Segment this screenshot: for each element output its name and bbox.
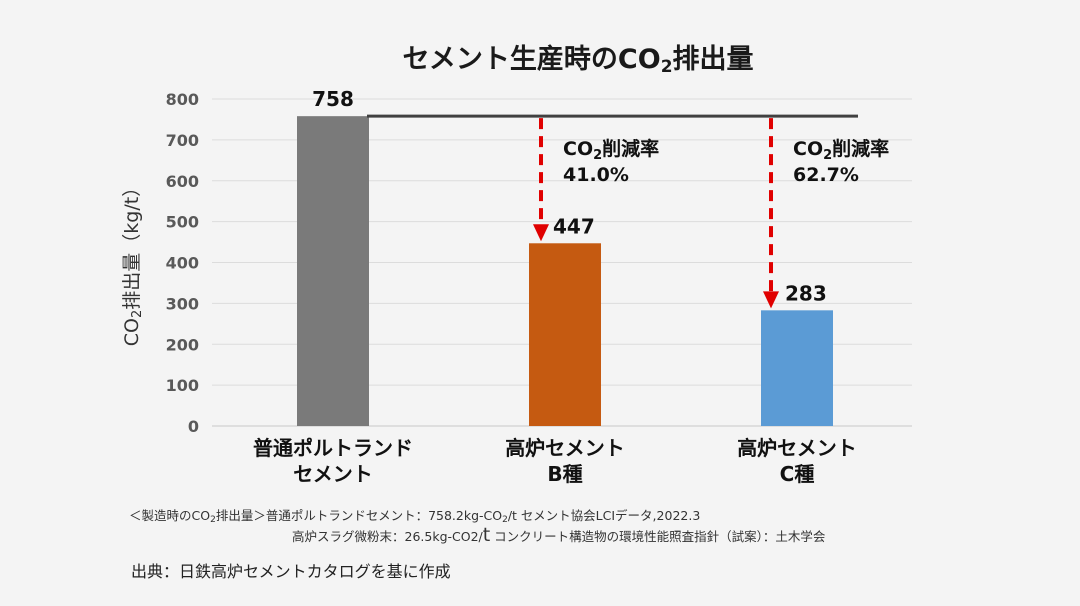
y-tick-label: 100 [166,376,199,395]
y-tick-label: 300 [166,294,199,313]
category-label: B種 [547,462,582,486]
chart-title: セメント生産時のCO2排出量 [402,43,753,77]
reduction-arrow-head [533,224,549,242]
category-label: 高炉セメント [737,436,857,460]
note-line-2: 高炉スラグ微粉末：26.5kg-CO2/t コンクリート構造物の環境性能照査指針… [292,524,826,546]
data-label-3: 283 [785,281,827,305]
bar-1 [297,116,369,426]
y-tick-label: 700 [166,131,199,150]
y-axis-label: CO2排出量（kg/t） [121,178,145,346]
reduction-label-co: CO [563,138,593,160]
reduction-label-rest: 削減率 [832,137,889,160]
category-label: 普通ポルトランド [253,436,413,460]
bars [297,116,833,426]
reduction-label-rest: 削減率 [602,137,659,160]
data-label-2: 447 [553,214,595,238]
reduction-label-sub: 2 [823,148,832,163]
category-label: C種 [780,462,815,486]
category-label: セメント [293,462,373,486]
bar-2 [529,243,601,426]
category-label: 高炉セメント [505,436,625,460]
y-tick-label: 400 [166,254,199,273]
y-tick-label: 500 [166,213,199,232]
bar-3 [761,310,833,426]
source-caption: 出典：日鉄高炉セメントカタログを基に作成 [131,562,451,581]
note-line-1: ＜製造時のCO2排出量＞普通ポルトランドセメント：758.2kg-CO2/t セ… [129,508,701,525]
reduction-label: CO2削減率 [563,137,659,163]
data-label-1: 758 [312,87,354,111]
reduction-rate: 41.0% [563,164,629,186]
y-tick-label: 600 [166,172,199,191]
reduction-label-sub: 2 [593,148,602,163]
data-labels: 758 447 283 [312,87,827,305]
y-tick-label: 0 [188,417,199,436]
reduction-label: CO2削減率 [793,137,889,163]
reduction-label-co: CO [793,138,823,160]
reduction-arrow-head [763,291,779,309]
y-axis-ticks: 0 100 200 300 400 500 600 700 800 [166,90,199,436]
y-tick-label: 200 [166,335,199,354]
reduction-rate: 62.7% [793,164,859,186]
y-tick-label: 800 [166,90,199,109]
